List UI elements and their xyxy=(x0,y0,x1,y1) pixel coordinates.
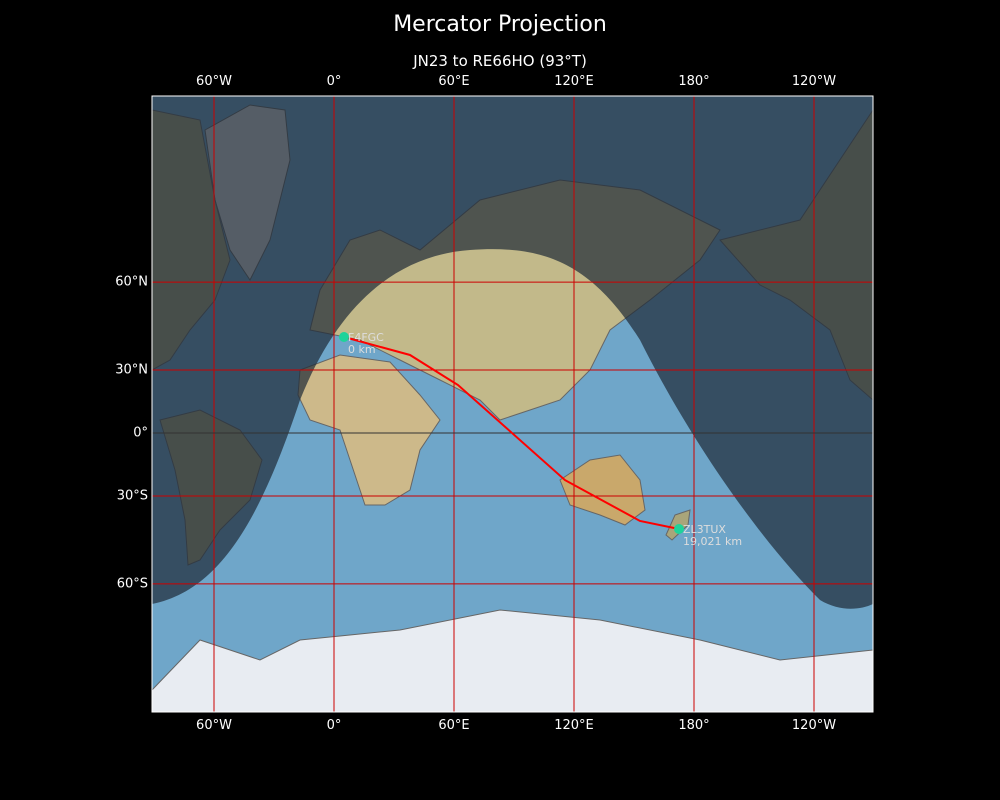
lon-tick-label-top: 120°E xyxy=(554,74,594,89)
lat-tick-label: 60°N xyxy=(115,274,148,290)
antarctica xyxy=(152,609,873,712)
station-call-label: F4FGC xyxy=(348,331,384,344)
australia xyxy=(559,454,646,526)
lat-tick-label: 30°N xyxy=(115,362,148,378)
map-subtitle: JN23 to RE66HO (93°T) xyxy=(413,52,587,70)
map-frame xyxy=(151,95,874,713)
map-title: Mercator Projection xyxy=(393,12,607,37)
lon-tick-label-top: 60°W xyxy=(196,74,232,89)
station-distance-label: 19,021 km xyxy=(683,535,742,548)
station-marker[interactable] xyxy=(339,332,349,343)
lon-tick-label-bottom: 120°W xyxy=(791,718,837,733)
lon-tick-label-bottom: 60°W xyxy=(196,718,232,733)
lon-tick-label-bottom: 120°E xyxy=(554,718,594,733)
lat-tick-label: 60°S xyxy=(116,576,148,592)
graticule xyxy=(152,96,873,712)
route-line xyxy=(343,336,680,530)
lat-tick-label: 0° xyxy=(133,425,148,441)
station-call-label: ZL3TUX xyxy=(683,523,726,536)
lon-tick-label-bottom: 60°E xyxy=(438,718,470,733)
lat-tick-label: 30°S xyxy=(116,488,148,504)
lon-tick-label-bottom: 0° xyxy=(326,718,342,733)
lon-tick-label-top: 60°E xyxy=(438,74,470,89)
lon-tick-label-bottom: 180° xyxy=(678,718,710,733)
station-marker[interactable] xyxy=(674,523,684,534)
night-shading xyxy=(152,96,873,609)
lon-tick-label-top: 180° xyxy=(678,74,710,89)
lon-tick-label-top: 0° xyxy=(326,74,342,89)
station-distance-label: 0 km xyxy=(348,343,376,356)
lon-tick-label-top: 120°W xyxy=(791,74,837,89)
